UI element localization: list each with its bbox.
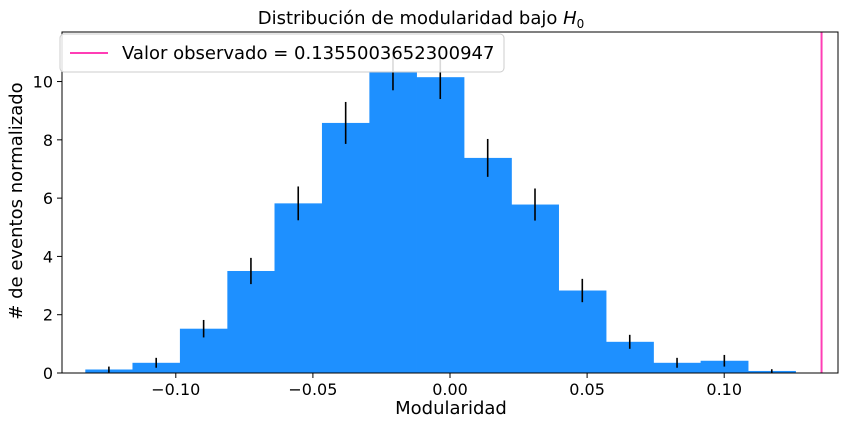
histogram-bar [511,204,559,373]
histogram-bar [132,362,181,373]
y-tick-label: 4 [43,247,53,266]
x-axis-ticks: −0.10 −0.05 0.00 0.05 0.10 [151,373,742,399]
histogram-bar [558,290,607,373]
histogram-bar [416,77,465,374]
chart-title-subscript: 0 [577,17,585,31]
histogram-bar [463,157,512,373]
histogram-bar [700,360,749,373]
legend-box [59,33,505,73]
histogram-bar [227,270,275,373]
y-tick-label: 10 [33,73,53,92]
y-tick-label: 0 [43,364,53,383]
y-tick-label: 2 [43,306,53,325]
histogram-bar [653,362,702,373]
error-bars [108,52,773,373]
x-tick-label: −0.10 [151,380,200,399]
x-tick-label: 0.00 [432,380,468,399]
x-tick-label: 0.10 [706,380,742,399]
x-axis-label: Modularidad [395,398,507,419]
legend-label: Valor observado = 0.1355003652300947 [122,43,494,64]
histogram-bar [369,71,417,373]
y-tick-label: 8 [43,131,53,150]
y-tick-label: 6 [43,189,53,208]
chart-title-text: Distribución de modularidad bajo [258,8,563,29]
chart-title-math: H [563,8,577,29]
legend: Valor observado = 0.1355003652300947 [59,33,505,73]
histogram-bars [85,71,796,374]
histogram-bar [274,203,323,373]
chart-title: Distribución de modularidad bajo H0 [258,8,585,31]
y-axis-label: # de eventos normalizado [6,82,27,319]
x-tick-label: −0.05 [288,380,337,399]
histogram-bar [321,122,370,374]
y-axis-ticks: 0 2 4 6 8 10 [33,73,62,383]
x-tick-label: 0.05 [569,380,605,399]
